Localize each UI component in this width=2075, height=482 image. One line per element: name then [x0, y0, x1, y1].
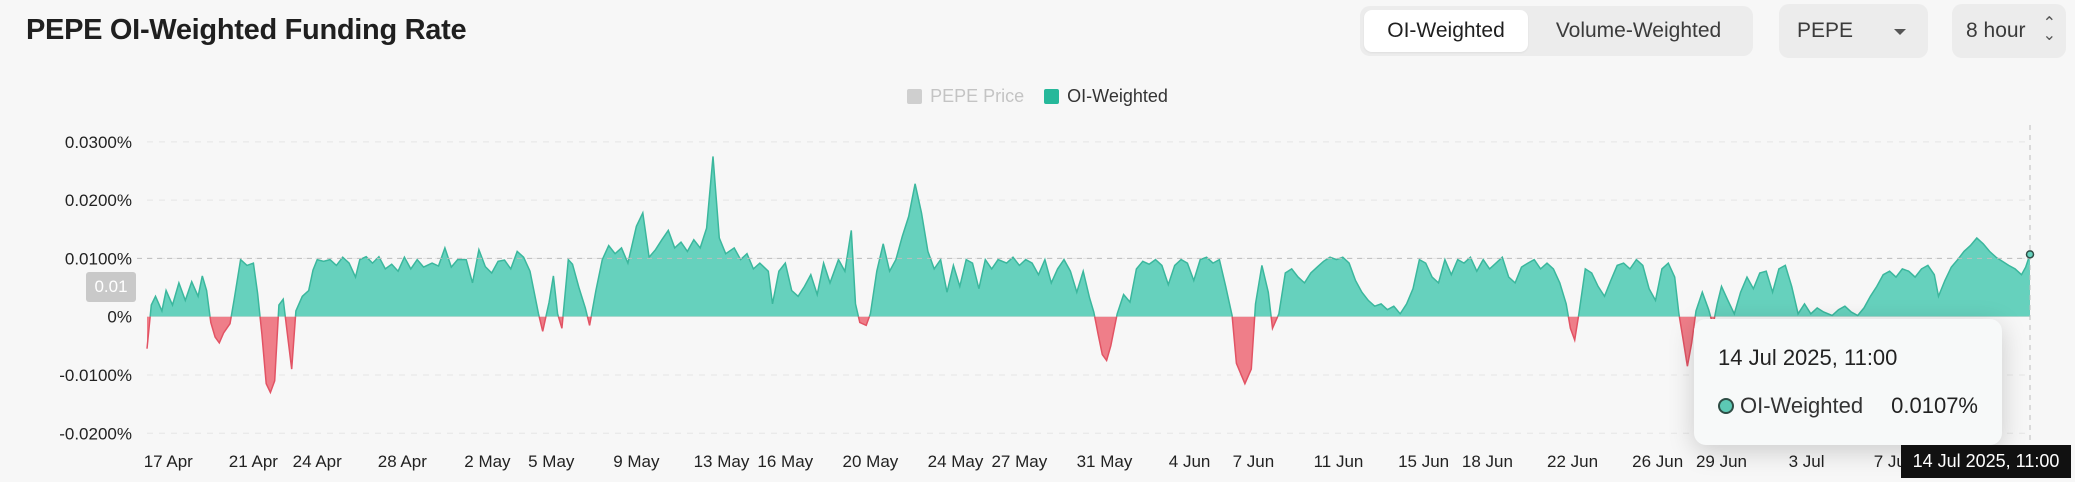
x-tick-label: 24 May: [928, 452, 984, 471]
x-tick-label: 31 May: [1077, 452, 1133, 471]
positive-area-group: [149, 156, 2031, 317]
x-tick-label: 24 Apr: [293, 452, 342, 471]
active-point: [2025, 250, 2035, 259]
x-tick-label: 28 Apr: [378, 452, 427, 471]
tooltip-row: OI-Weighted 0.0107%: [1718, 393, 1978, 419]
x-tick-label: 9 May: [613, 452, 660, 471]
x-tick-label: 18 Jun: [1462, 452, 1513, 471]
x-tick-label: 7 Jun: [1233, 452, 1275, 471]
crosshair-x-label: 14 Jul 2025, 11:00: [1901, 445, 2071, 478]
x-tick-label: 26 Jun: [1632, 452, 1683, 471]
x-tick-label: 3 Jul: [1789, 452, 1825, 471]
y-tick-label: 0%: [107, 308, 132, 327]
legend-label-oi-weighted: OI-Weighted: [1067, 86, 1168, 106]
tooltip-date: 14 Jul 2025, 11:00: [1718, 345, 1898, 370]
tooltip-series-dot: [1718, 398, 1734, 414]
legend-item-pepe-price[interactable]: PEPE Price: [907, 86, 1024, 107]
x-tick-label: 20 May: [843, 452, 899, 471]
legend-swatch-oi-weighted: [1044, 89, 1060, 104]
y-tick-label: -0.0200%: [59, 424, 132, 443]
tab-oi-weighted[interactable]: OI-Weighted: [1364, 10, 1528, 52]
y-tick-label: 0.0200%: [65, 191, 132, 210]
series-line-positive: [149, 156, 2031, 317]
x-tick-label: 11 Jun: [1314, 452, 1364, 471]
tab-volume-weighted[interactable]: Volume-Weighted: [1555, 19, 1722, 42]
x-tick-label: 29 Jun: [1696, 452, 1747, 471]
x-tick-label: 15 Jun: [1398, 452, 1449, 471]
x-tick-label: 22 Jun: [1547, 452, 1598, 471]
coin-select[interactable]: PEPE: [1779, 4, 1928, 58]
x-tick-label: 16 May: [757, 452, 813, 471]
updown-chevron-icon: ⌃ ⌄: [2042, 15, 2056, 44]
x-tick-label: 5 May: [528, 452, 575, 471]
series-area-positive: [150, 156, 2030, 317]
y-tick-label: 0.0300%: [65, 133, 132, 152]
x-tick-label: 17 Apr: [144, 452, 193, 471]
x-tick-label: 2 May: [464, 452, 511, 471]
x-tick-label: 21 Apr: [229, 452, 278, 471]
chart-tooltip: 14 Jul 2025, 11:00 OI-Weighted 0.0107%: [1694, 319, 2002, 445]
chevron-down-icon: [1894, 29, 1906, 35]
interval-select-value: 8 hour: [1966, 19, 2026, 42]
x-tick-label: 4 Jun: [1169, 452, 1211, 471]
page-title: PEPE OI-Weighted Funding Rate: [26, 14, 467, 46]
coin-select-value: PEPE: [1797, 19, 1854, 42]
x-tick-label: 13 May: [694, 452, 750, 471]
y-tick-label: -0.0100%: [59, 366, 132, 385]
legend-label-pepe-price: PEPE Price: [930, 86, 1025, 106]
x-tick-label: 7 Jul: [1874, 452, 1910, 471]
interval-select[interactable]: 8 hour ⌃ ⌄: [1952, 4, 2066, 58]
x-tick-label: 27 May: [991, 452, 1047, 471]
weighting-toggle: OI-Weighted Volume-Weighted: [1360, 6, 1753, 56]
chart-legend: PEPE Price OI-Weighted: [0, 86, 2075, 107]
tooltip-value: 0.0107%: [1891, 393, 1978, 418]
crosshair-y-label: 0.01: [86, 272, 136, 302]
legend-swatch-pepe-price: [907, 89, 923, 104]
tooltip-series-name: OI-Weighted: [1740, 393, 1864, 418]
y-tick-label: 0.0100%: [65, 249, 132, 268]
legend-item-oi-weighted[interactable]: OI-Weighted: [1044, 86, 1168, 107]
